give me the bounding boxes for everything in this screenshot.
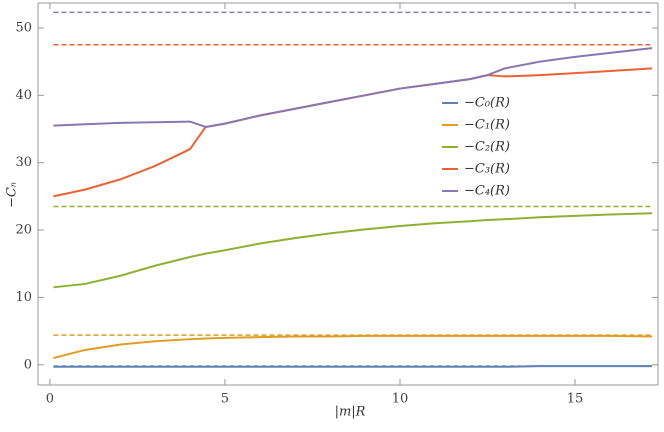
legend-label: −C₃(R) bbox=[464, 162, 510, 177]
x-tick-label: 10 bbox=[392, 392, 409, 407]
y-tick-label: 10 bbox=[15, 290, 32, 305]
y-axis-label: −Cₙ bbox=[5, 182, 20, 208]
y-tick-label: 40 bbox=[15, 88, 32, 103]
series-line bbox=[53, 365, 653, 368]
legend-label: −C₄(R) bbox=[464, 184, 510, 199]
y-tick-label: 20 bbox=[15, 223, 32, 238]
y-tick-label: 0 bbox=[24, 357, 32, 372]
y-tick-label: 50 bbox=[15, 20, 32, 35]
plot-frame bbox=[37, 2, 659, 386]
series-line bbox=[53, 67, 653, 198]
x-tick-label: 0 bbox=[46, 392, 54, 407]
legend-label: −C₀(R) bbox=[464, 96, 510, 111]
series-line bbox=[53, 334, 653, 360]
x-tick-label: 15 bbox=[567, 392, 584, 407]
legend-label: −C₁(R) bbox=[464, 118, 510, 133]
y-tick-label: 30 bbox=[15, 155, 32, 170]
series-line bbox=[53, 212, 653, 289]
legend-label: −C₂(R) bbox=[464, 140, 510, 155]
x-axis-label: |m|R bbox=[335, 405, 366, 420]
series-line bbox=[53, 47, 653, 128]
x-tick-label: 5 bbox=[221, 392, 229, 407]
